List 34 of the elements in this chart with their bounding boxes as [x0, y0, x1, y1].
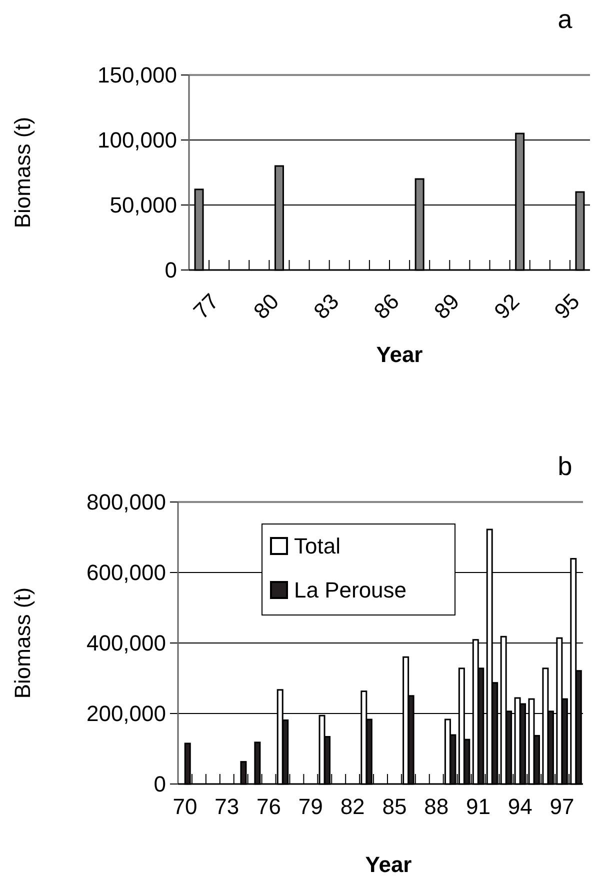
y-tick-label: 400,000 [86, 630, 166, 656]
x-tick-label: 89 [429, 288, 464, 324]
x-tick-label: 94 [508, 794, 532, 819]
y-tick-label: 0 [164, 258, 177, 283]
y-tick-label: 100,000 [97, 128, 177, 153]
y-tick-label: 800,000 [86, 490, 166, 515]
y-tick-label: 50,000 [110, 192, 177, 218]
y-tick-label: 600,000 [86, 560, 166, 586]
x-tick-label: 97 [550, 794, 574, 819]
x-tick-label: 76 [256, 794, 282, 819]
x-tick-label: 82 [340, 794, 365, 819]
x-tick-label: 95 [549, 288, 584, 324]
y-tick-label: 150,000 [97, 62, 177, 88]
y-tick-label: 200,000 [86, 701, 166, 726]
x-axis-title: Year [365, 852, 412, 877]
x-tick-label: 77 [188, 288, 224, 324]
x-tick-label: 91 [466, 794, 490, 819]
x-tick-label: 85 [382, 794, 407, 819]
y-axis-title: Biomass (t) [10, 587, 35, 699]
y-axis-title: Biomass (t) [10, 116, 35, 228]
chart-title: a [558, 4, 573, 34]
x-tick-label: 88 [424, 794, 449, 819]
x-tick-label: 70 [172, 794, 198, 819]
x-tick-label: 73 [214, 794, 240, 819]
legend-label: La Perouse [294, 578, 407, 603]
x-tick-label: 80 [248, 288, 284, 324]
x-tick-label: 92 [489, 288, 524, 324]
x-axis-title: Year [376, 342, 424, 367]
y-tick-label: 0 [154, 772, 166, 797]
legend-label: Total [294, 534, 340, 559]
x-tick-label: 83 [308, 288, 344, 324]
x-tick-label: 86 [368, 288, 404, 324]
x-tick-label: 79 [298, 794, 323, 819]
chart-title: b [558, 451, 572, 481]
